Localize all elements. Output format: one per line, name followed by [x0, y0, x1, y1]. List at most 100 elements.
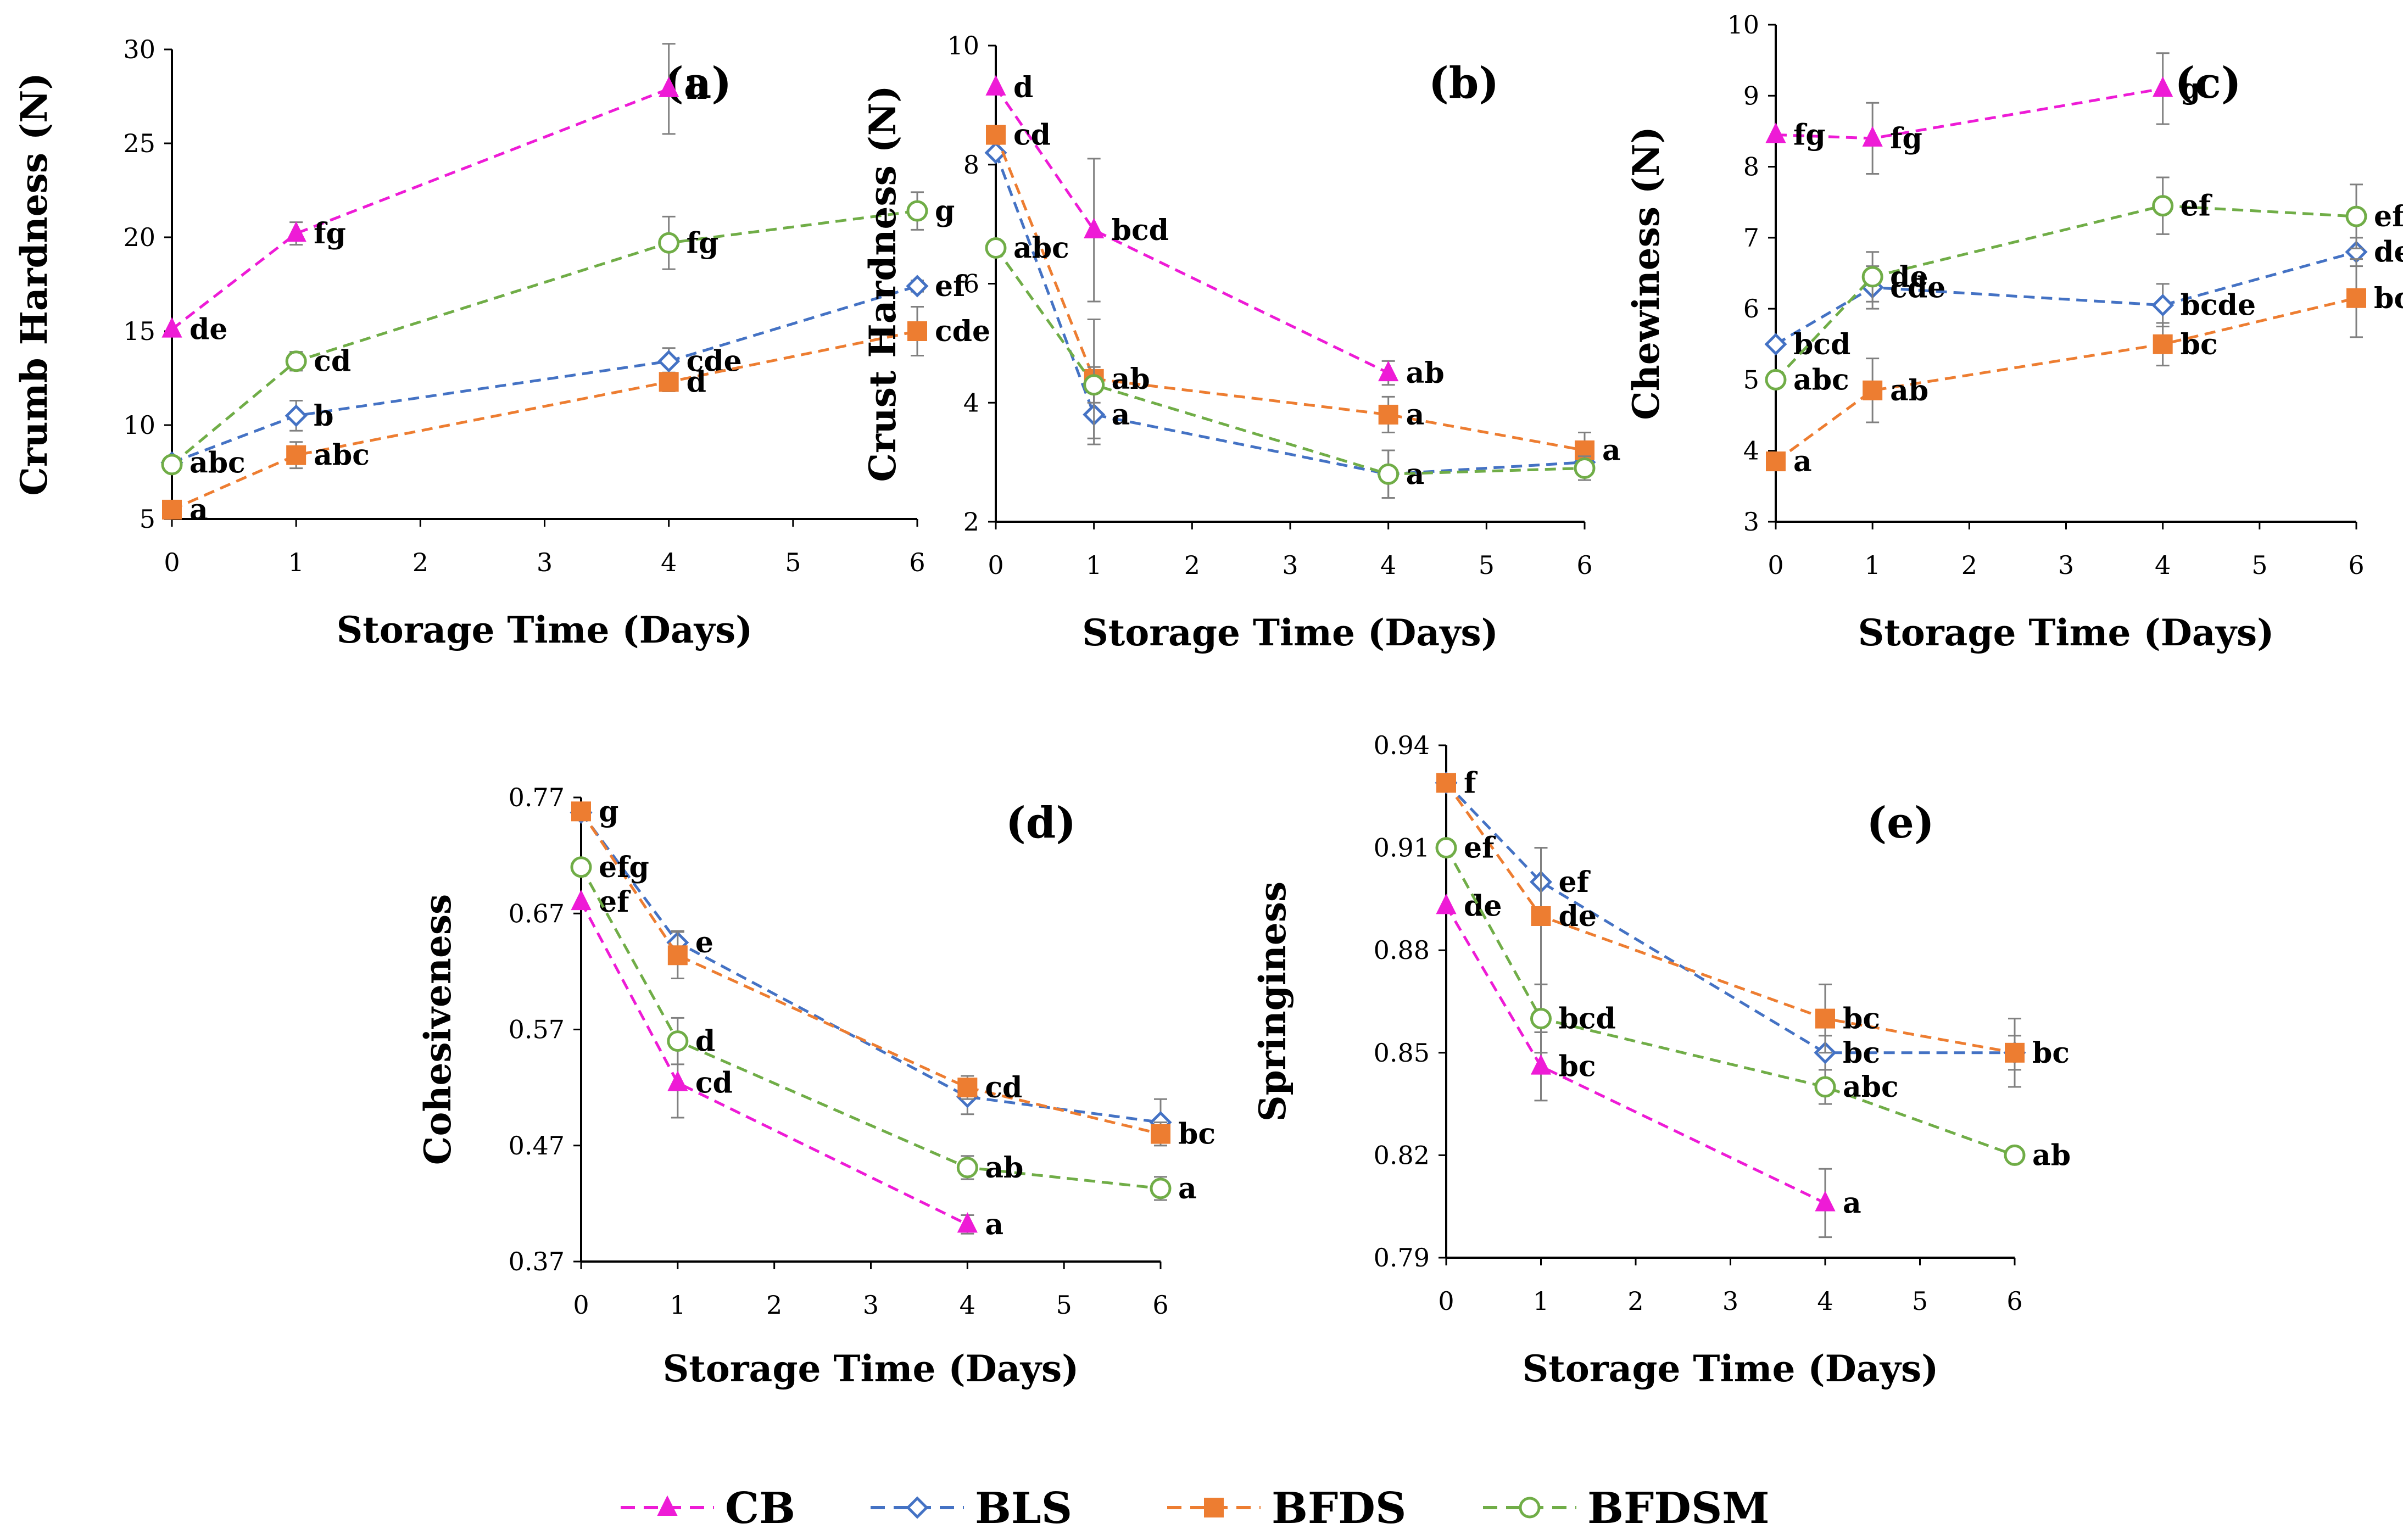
x-tick-label: 1 — [1865, 550, 1881, 580]
chart-panel-4: 0 1 2 3 4 5 6 0.37 0.47 0.57 0.67 0.77 Storage Time … — [416, 783, 1216, 1390]
point-label: ef — [935, 270, 967, 303]
legend-marker-bfdsm — [1519, 1497, 1541, 1519]
data-point-cb — [1436, 894, 1457, 914]
x-tick-label: 4 — [661, 548, 677, 577]
data-point-cb — [957, 1212, 978, 1233]
legend-item-bfdsm: BFDSM — [1483, 1483, 1770, 1533]
data-point-bfds — [1436, 773, 1456, 793]
point-label: de — [1559, 900, 1597, 933]
point-label: a — [985, 1208, 1003, 1241]
y-tick-label: 3 — [1743, 507, 1759, 537]
data-point-cb — [659, 76, 679, 97]
y-tick-label: 0.85 — [1374, 1038, 1430, 1068]
series-bfdsm: efg d ab a — [570, 851, 1197, 1206]
data-point-bfdsm — [570, 856, 592, 878]
data-point-cb — [1530, 1054, 1552, 1075]
point-label: fg — [314, 217, 346, 250]
x-tick-label: 0 — [988, 550, 1003, 580]
y-axis-title: Springiness — [1251, 881, 1294, 1121]
x-tick-label: 5 — [1056, 1290, 1072, 1320]
y-tick-label: 0.79 — [1374, 1243, 1430, 1273]
data-point-bfds — [1531, 906, 1551, 926]
point-label: d — [1013, 71, 1033, 104]
panel-tag: (d) — [1006, 798, 1076, 848]
x-tick-label: 5 — [2251, 550, 2267, 580]
data-point-cb — [286, 221, 306, 242]
series-cb: fg fg g — [1765, 52, 2200, 175]
y-tick-label: 4 — [963, 388, 979, 417]
point-label: de — [2374, 236, 2403, 269]
x-axis-title: Storage Time (Days) — [1858, 611, 2274, 654]
series-line-bfds — [994, 134, 1585, 452]
data-point-cb — [1815, 1191, 1836, 1212]
panel-tag: (c) — [2175, 58, 2241, 108]
point-label: bc — [2181, 328, 2218, 361]
point-label: cd — [985, 1071, 1022, 1104]
data-point-bfds — [907, 321, 927, 341]
y-axis-title: Crumb Hardness (N) — [13, 72, 55, 495]
series-line-cb — [1775, 87, 2164, 140]
y-tick-label: 10 — [947, 31, 979, 60]
point-label: a — [1406, 398, 1425, 432]
point-label: a — [1843, 1186, 1861, 1220]
series-cb: d bcd ab — [985, 71, 1445, 390]
point-label: a — [1406, 457, 1425, 491]
data-point-bfdsm — [2152, 195, 2174, 217]
y-tick-label: 0.67 — [509, 899, 565, 928]
data-point-bfdsm — [1435, 837, 1457, 859]
x-axis-title: Storage Time (Days) — [1082, 611, 1498, 654]
y-tick-label: 0.82 — [1374, 1140, 1430, 1170]
data-point-bfdsm — [985, 237, 1007, 259]
series-bfdsm: cd fg g — [161, 191, 955, 476]
point-label: efg — [599, 851, 649, 884]
series-line-bfdsm — [994, 247, 1585, 476]
series-cb: de fg h — [161, 43, 707, 347]
x-tick-label: 0 — [164, 548, 180, 577]
x-axis-title: Storage Time (Days) — [663, 1347, 1079, 1390]
series-line-cb — [579, 901, 968, 1226]
legend-label: CB — [725, 1483, 795, 1533]
data-point-bls — [906, 275, 929, 298]
x-tick-label: 4 — [1817, 1286, 1833, 1316]
x-tick-label: 2 — [1184, 550, 1200, 580]
data-point-cb — [571, 889, 592, 911]
data-point-bfdsm — [1530, 1008, 1552, 1030]
point-label: fg — [687, 226, 719, 260]
y-tick-label: 8 — [963, 150, 979, 180]
y-tick-label: 0.77 — [509, 783, 565, 812]
x-tick-label: 2 — [766, 1290, 782, 1320]
legend-marker-bls — [906, 1496, 929, 1519]
data-point-bfdsm — [906, 200, 928, 222]
data-point-cb — [667, 1070, 688, 1091]
data-point-bls — [1764, 333, 1787, 356]
y-tick-label: 0.94 — [1374, 730, 1430, 760]
series-bfdsm: ef bcd abc ab — [1435, 832, 2071, 1172]
series-line-cb — [171, 87, 670, 331]
y-tick-label: 4 — [1743, 436, 1759, 466]
data-point-bls — [2151, 294, 2175, 317]
data-point-bfdsm — [285, 350, 307, 372]
point-label: g — [935, 194, 955, 228]
data-point-bfds — [1863, 380, 1883, 400]
series-line-bfds — [171, 330, 918, 511]
series-line-cb — [994, 86, 1389, 375]
y-tick-label: 7 — [1743, 223, 1759, 253]
data-point-bfdsm — [1150, 1178, 1172, 1199]
x-tick-label: 6 — [2006, 1286, 2022, 1316]
data-point-bfds — [2346, 288, 2366, 308]
point-label: cd — [314, 345, 351, 378]
y-tick-label: 8 — [1743, 152, 1759, 182]
point-label: a — [189, 493, 208, 527]
point-label: ab — [1406, 356, 1445, 390]
x-tick-label: 1 — [1533, 1286, 1549, 1316]
data-point-bfdsm — [667, 1030, 689, 1052]
x-tick-label: 5 — [1912, 1286, 1928, 1316]
x-tick-label: 6 — [1576, 550, 1592, 580]
point-label: ef — [1464, 832, 1496, 865]
y-tick-label: 0.57 — [509, 1015, 565, 1045]
y-axis-title: Crust Hardness (N) — [861, 85, 904, 482]
point-label: h — [687, 72, 707, 106]
point-label: abc — [1793, 363, 1849, 397]
